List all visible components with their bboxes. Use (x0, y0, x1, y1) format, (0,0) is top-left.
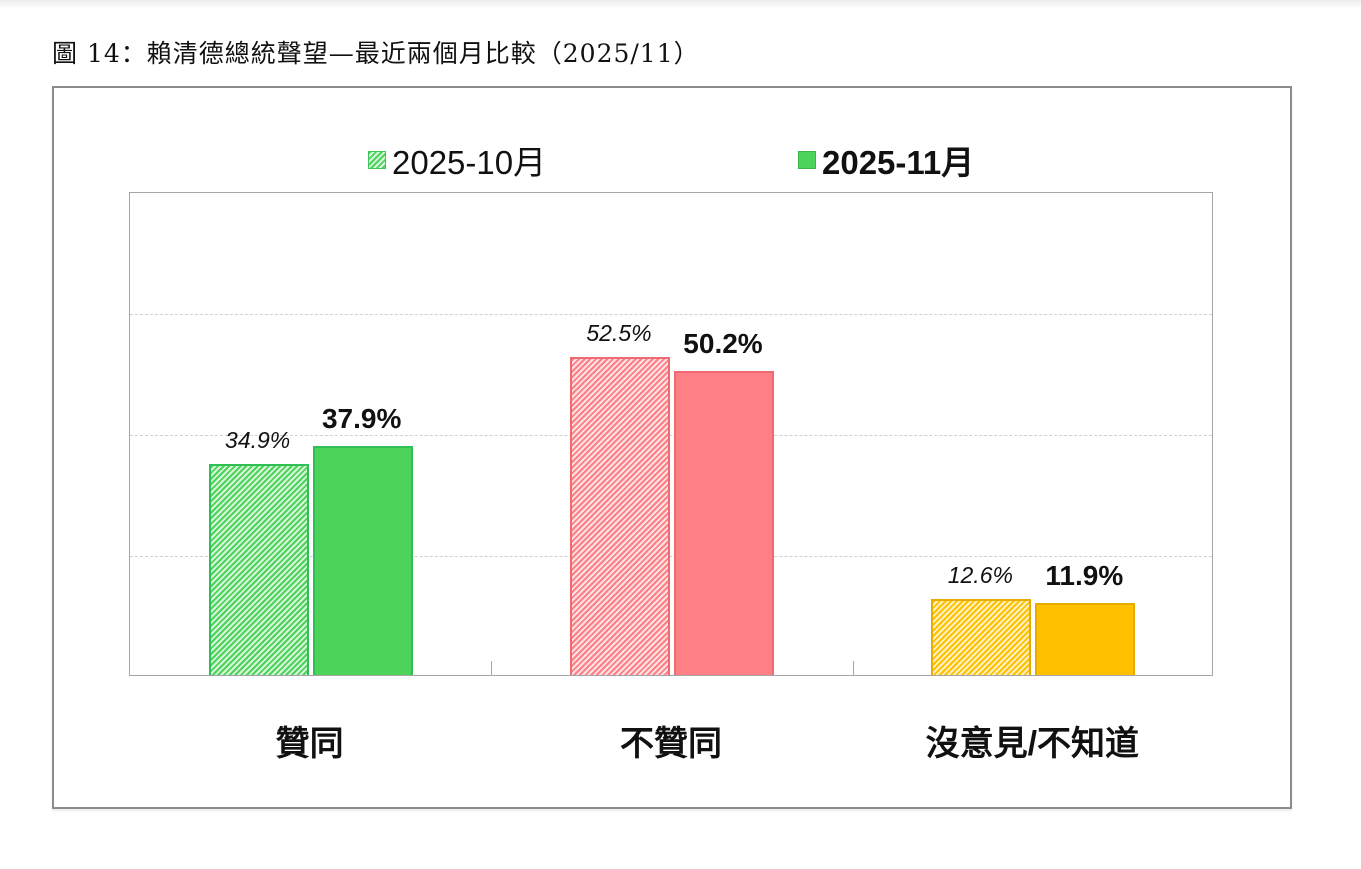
legend-label: 2025-10月 (392, 144, 547, 181)
x-axis-category-label: 贊同 (275, 725, 344, 763)
x-axis-category-label: 沒意見/不知道 (925, 725, 1140, 763)
solid-square-icon (798, 151, 816, 169)
gridline (130, 314, 1212, 315)
data-label: 50.2% (683, 328, 763, 360)
bar-prev-1 (570, 357, 670, 675)
legend-item-2025-10: 2025-10月 (368, 136, 546, 184)
figure-title: 圖 14：賴清德總統聲望—最近兩個月比較（2025/11） (52, 39, 700, 68)
plot-area (129, 192, 1213, 676)
data-label: 37.9% (321, 402, 402, 434)
x-axis-category-label: 不贊同 (620, 725, 722, 763)
bar-prev-0 (208, 463, 309, 675)
x-axis-tick (852, 661, 854, 675)
data-label: 12.6% (947, 561, 1013, 588)
legend-label: 2025-11月 (822, 144, 975, 181)
x-axis-tick (491, 661, 493, 675)
bar-curr-2 (1035, 603, 1136, 675)
chart-frame (52, 86, 1292, 809)
bar-curr-0 (312, 445, 413, 675)
page-top-edge (0, 0, 1361, 8)
legend-item-2025-11: 2025-11月 (798, 136, 974, 184)
data-label: 52.5% (586, 320, 652, 347)
gridline (130, 435, 1212, 436)
bar-prev-2 (931, 598, 1032, 675)
hatched-square-icon (368, 151, 386, 169)
data-label: 34.9% (225, 426, 291, 453)
data-label: 11.9% (1045, 560, 1124, 591)
gridline (130, 556, 1212, 557)
bar-curr-1 (674, 371, 774, 675)
